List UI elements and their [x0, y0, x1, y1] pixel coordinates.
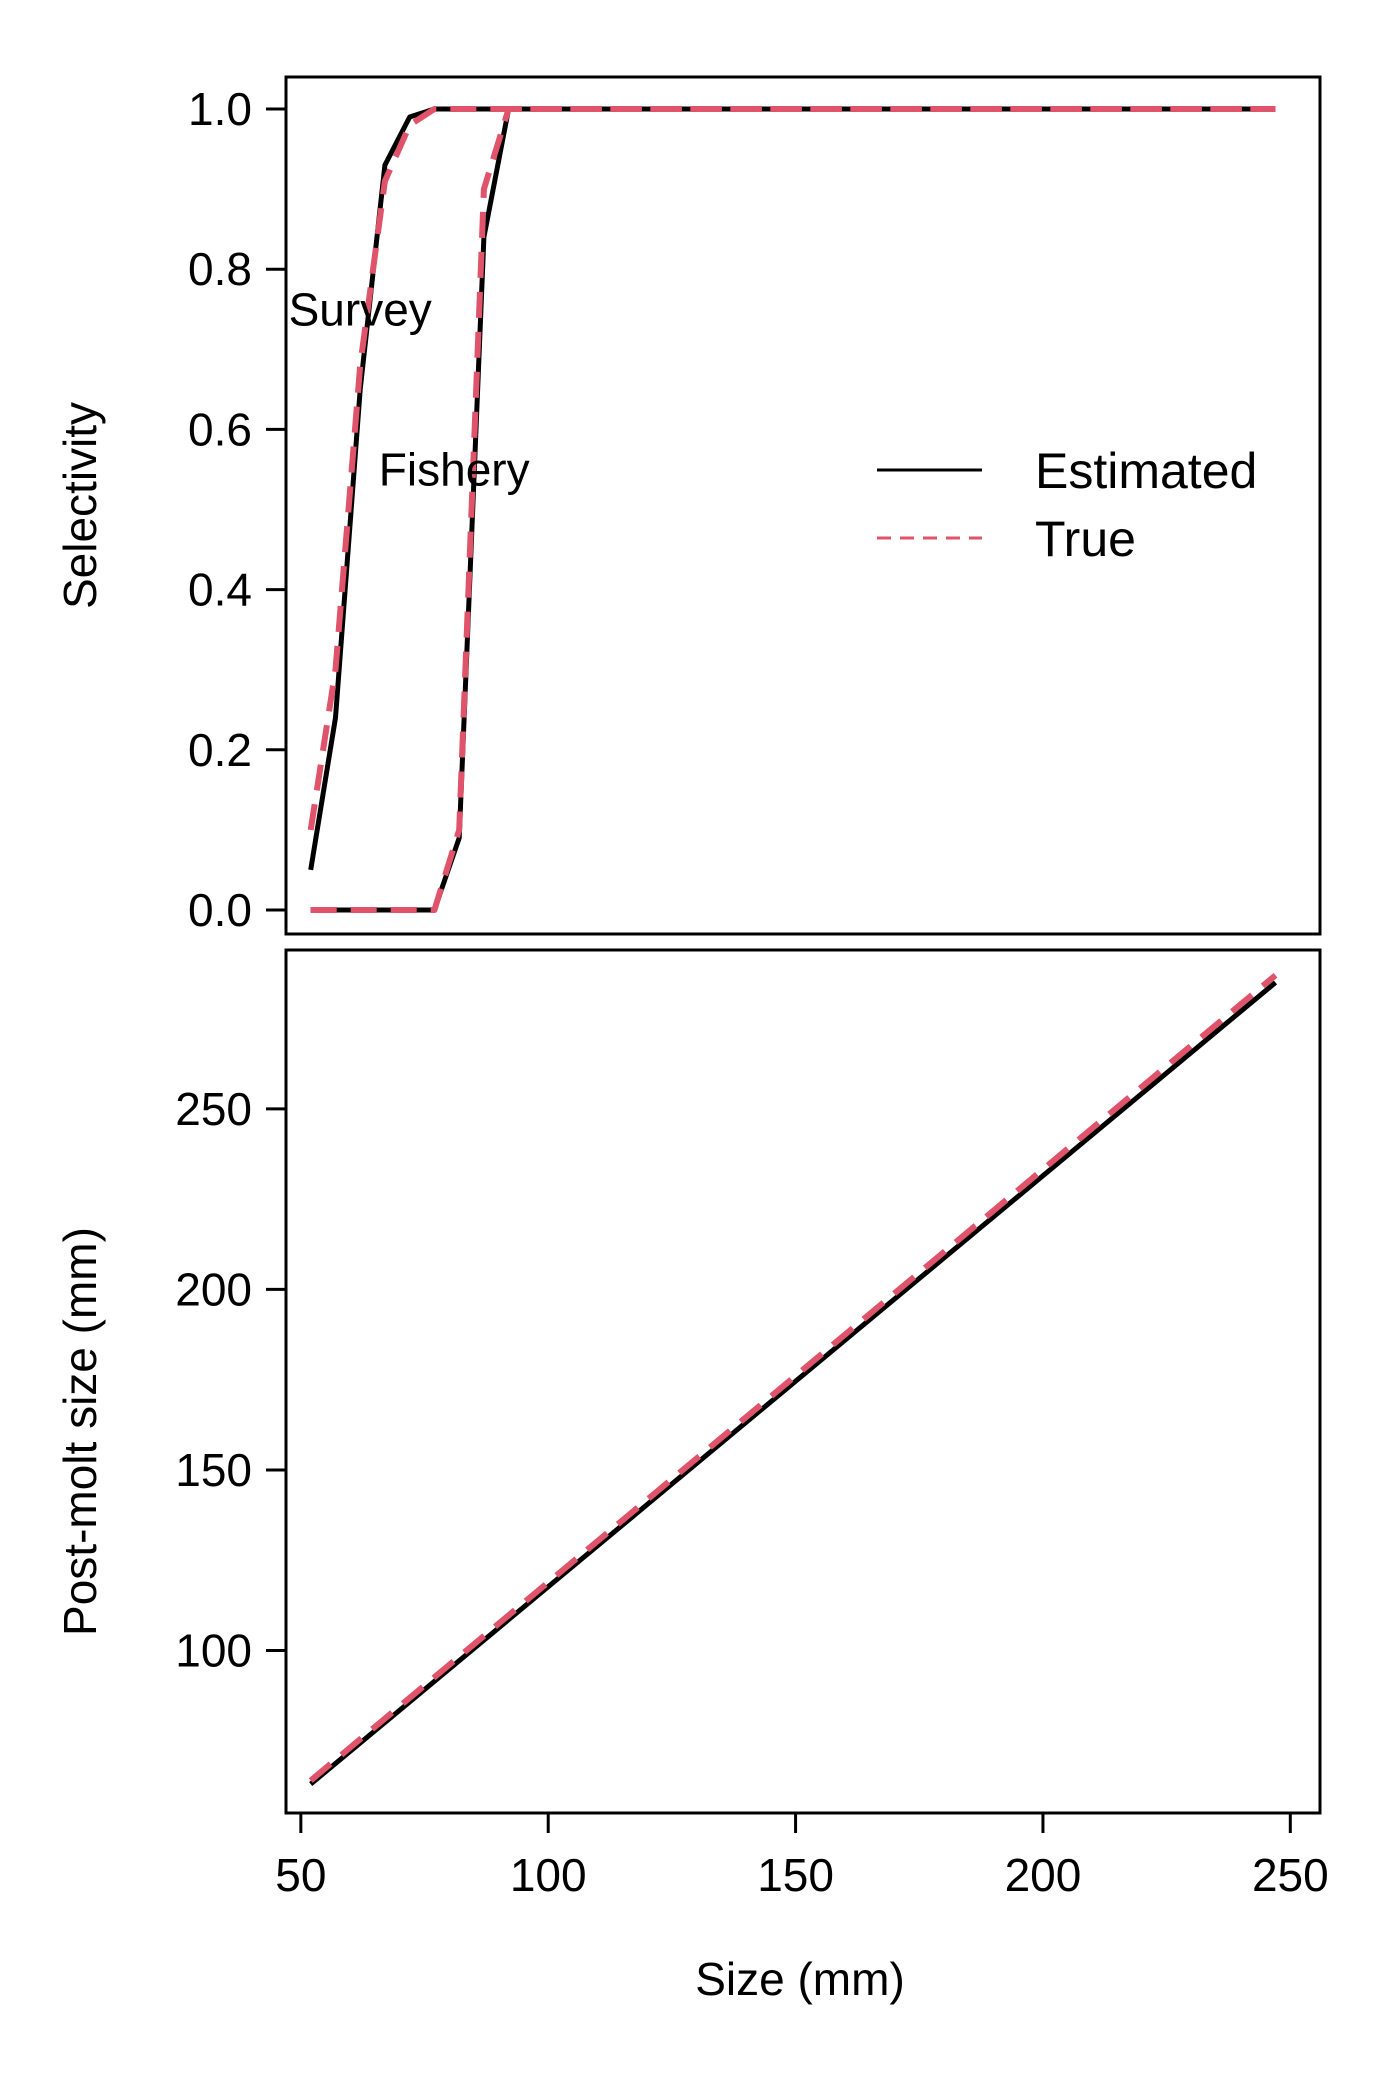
bottom-panel: 100 150 200 250 50 100 150 200 250 Post-molt si… — [54, 948, 1329, 2005]
top-panel: 0.0 0.2 0.4 0.6 0.8 1.0 Selectivity Survey Fis… — [54, 75, 1322, 936]
legend-label-estimated: Estimated — [1035, 443, 1257, 499]
top-fishery-true-line — [310, 106, 1276, 913]
annotation-fishery: Fishery — [379, 443, 530, 495]
top-y-axis: 0.0 0.2 0.4 0.6 0.8 1.0 — [188, 83, 286, 936]
top-series-lines — [307, 106, 1276, 913]
bottom-panel-frame — [284, 948, 1322, 1815]
top-fishery-estimated-line — [310, 106, 1276, 913]
bottom-y-tick-label: 150 — [175, 1444, 252, 1496]
bottom-y-axis: 100 150 200 250 — [175, 1083, 286, 1677]
bottom-y-tick-label: 200 — [175, 1263, 252, 1315]
bottom-estimated-line — [309, 980, 1278, 1787]
bottom-true-line — [308, 972, 1278, 1783]
top-y-tick-label: 0.6 — [188, 403, 252, 455]
bottom-x-axis: 50 100 150 200 250 — [275, 1811, 1329, 1901]
bottom-y-axis-title: Post-molt size (mm) — [54, 1227, 106, 1636]
x-axis-title: Size (mm) — [695, 1953, 905, 2005]
x-tick-label: 200 — [1005, 1849, 1082, 1901]
bottom-y-tick-label: 100 — [175, 1625, 252, 1677]
top-y-tick-label: 0.0 — [188, 884, 252, 936]
top-panel-frame — [284, 75, 1322, 936]
x-tick-label: 250 — [1252, 1849, 1329, 1901]
top-y-tick-label: 0.2 — [188, 724, 252, 776]
top-annotations: Survey Fishery — [289, 283, 530, 495]
legend: Estimated True — [877, 443, 1257, 567]
bottom-series-lines — [308, 972, 1278, 1787]
top-y-tick-label: 0.8 — [188, 243, 252, 295]
top-y-tick-label: 1.0 — [188, 83, 252, 135]
bottom-y-tick-label: 250 — [175, 1083, 252, 1135]
legend-label-true: True — [1035, 511, 1136, 567]
x-tick-label: 150 — [757, 1849, 834, 1901]
top-y-axis-title: Selectivity — [54, 402, 106, 609]
x-tick-label: 50 — [275, 1849, 326, 1901]
annotation-survey: Survey — [289, 283, 432, 335]
x-tick-label: 100 — [510, 1849, 587, 1901]
top-y-tick-label: 0.4 — [188, 564, 252, 616]
